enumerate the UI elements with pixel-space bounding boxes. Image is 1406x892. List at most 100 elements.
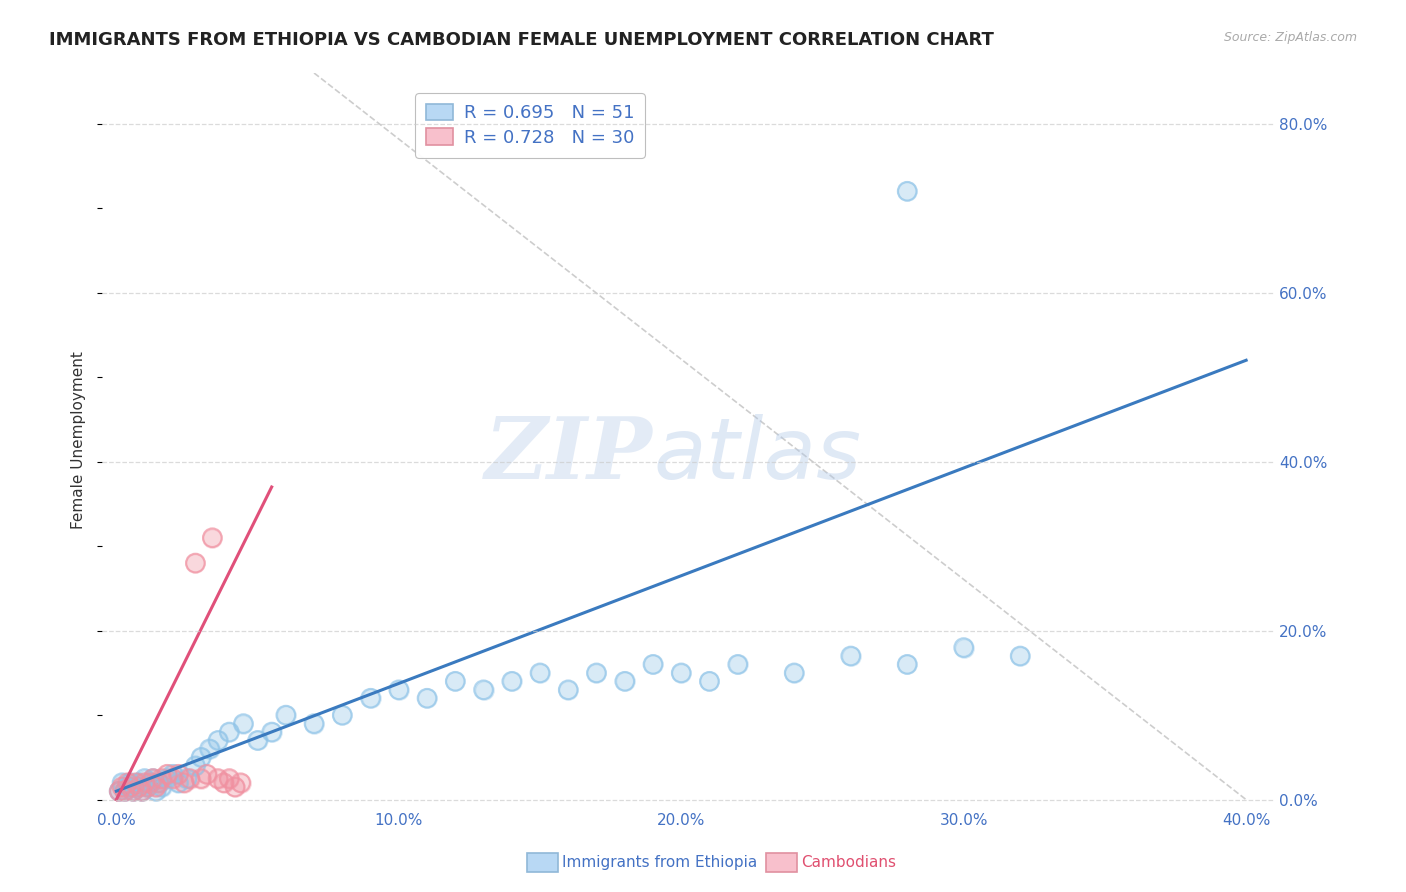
Point xyxy=(444,674,467,689)
Point xyxy=(150,772,173,786)
Point xyxy=(1010,648,1032,663)
Point xyxy=(120,780,142,794)
Point xyxy=(260,725,283,739)
Point xyxy=(114,784,136,798)
Point xyxy=(150,780,173,794)
Point xyxy=(134,772,156,786)
Point xyxy=(111,780,134,794)
Point xyxy=(184,759,207,773)
Point xyxy=(201,531,224,545)
Point xyxy=(246,733,269,747)
Point xyxy=(134,776,156,790)
Point xyxy=(120,780,142,794)
Text: ZIP: ZIP xyxy=(485,414,654,497)
Point xyxy=(360,691,382,706)
Point xyxy=(125,776,148,790)
Point xyxy=(136,780,159,794)
Text: Cambodians: Cambodians xyxy=(801,855,897,870)
Point xyxy=(416,691,439,706)
Point xyxy=(190,750,212,764)
Point xyxy=(114,784,136,798)
Point xyxy=(156,767,179,781)
Point xyxy=(120,776,142,790)
Point xyxy=(108,784,131,798)
Text: atlas: atlas xyxy=(654,414,860,497)
Point xyxy=(114,784,136,798)
Point xyxy=(179,772,201,786)
Point xyxy=(162,772,184,786)
Point xyxy=(145,784,167,798)
Point xyxy=(148,776,170,790)
Point xyxy=(117,780,139,794)
Text: Immigrants from Ethiopia: Immigrants from Ethiopia xyxy=(562,855,758,870)
Point xyxy=(128,776,150,790)
Point xyxy=(145,784,167,798)
Point xyxy=(148,776,170,790)
Point xyxy=(176,772,198,786)
Point xyxy=(142,772,165,786)
Point xyxy=(111,776,134,790)
Point xyxy=(641,657,664,672)
Point xyxy=(111,776,134,790)
Point xyxy=(125,780,148,794)
Point xyxy=(302,716,325,731)
Point xyxy=(156,772,179,786)
Point xyxy=(444,674,467,689)
Point xyxy=(128,776,150,790)
Point xyxy=(207,733,229,747)
Point xyxy=(150,772,173,786)
Point xyxy=(952,640,974,655)
Point xyxy=(134,772,156,786)
Point xyxy=(128,780,150,794)
Point xyxy=(184,556,207,570)
Point xyxy=(117,776,139,790)
Text: Source: ZipAtlas.com: Source: ZipAtlas.com xyxy=(1223,31,1357,45)
Point xyxy=(136,780,159,794)
Point xyxy=(388,682,411,697)
Point xyxy=(156,767,179,781)
Point xyxy=(173,776,195,790)
Point xyxy=(232,716,254,731)
Point xyxy=(201,531,224,545)
Point xyxy=(207,772,229,786)
Point xyxy=(128,780,150,794)
Point xyxy=(212,776,235,790)
Point xyxy=(131,784,153,798)
Point xyxy=(896,184,918,198)
Point xyxy=(501,674,523,689)
Point xyxy=(167,767,190,781)
Point xyxy=(388,682,411,697)
Point xyxy=(246,733,269,747)
Point xyxy=(148,776,170,790)
Point xyxy=(142,772,165,786)
Point xyxy=(529,665,551,680)
Point xyxy=(557,682,579,697)
Point xyxy=(360,691,382,706)
Point xyxy=(122,784,145,798)
Point xyxy=(117,780,139,794)
Point xyxy=(114,784,136,798)
Legend: R = 0.695   N = 51, R = 0.728   N = 30: R = 0.695 N = 51, R = 0.728 N = 30 xyxy=(415,93,645,158)
Point xyxy=(131,784,153,798)
Point xyxy=(162,772,184,786)
Point xyxy=(613,674,636,689)
Point xyxy=(125,780,148,794)
Point xyxy=(190,772,212,786)
Point xyxy=(148,776,170,790)
Point xyxy=(136,780,159,794)
Point xyxy=(145,780,167,794)
Point xyxy=(839,648,862,663)
Point xyxy=(529,665,551,680)
Point xyxy=(167,776,190,790)
Point xyxy=(557,682,579,697)
Y-axis label: Female Unemployment: Female Unemployment xyxy=(72,351,86,530)
Point xyxy=(122,784,145,798)
Point xyxy=(224,780,246,794)
Point xyxy=(108,784,131,798)
Point xyxy=(134,776,156,790)
Point xyxy=(198,742,221,756)
Point xyxy=(218,725,240,739)
Point xyxy=(641,657,664,672)
Point xyxy=(142,772,165,786)
Point xyxy=(212,776,235,790)
